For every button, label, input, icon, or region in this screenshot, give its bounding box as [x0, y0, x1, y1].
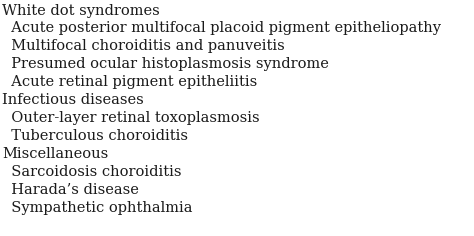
- Text: Sarcoidosis choroiditis: Sarcoidosis choroiditis: [2, 165, 182, 179]
- Text: Outer-layer retinal toxoplasmosis: Outer-layer retinal toxoplasmosis: [2, 111, 260, 125]
- Text: White dot syndromes: White dot syndromes: [2, 4, 160, 17]
- Text: Harada’s disease: Harada’s disease: [2, 183, 139, 197]
- Text: Miscellaneous: Miscellaneous: [2, 147, 109, 161]
- Text: Multifocal choroiditis and panuveitis: Multifocal choroiditis and panuveitis: [2, 39, 285, 53]
- Text: Presumed ocular histoplasmosis syndrome: Presumed ocular histoplasmosis syndrome: [2, 57, 329, 71]
- Text: Sympathetic ophthalmia: Sympathetic ophthalmia: [2, 201, 193, 215]
- Text: Tuberculous choroiditis: Tuberculous choroiditis: [2, 129, 188, 143]
- Text: Infectious diseases: Infectious diseases: [2, 93, 144, 107]
- Text: Acute posterior multifocal placoid pigment epitheliopathy: Acute posterior multifocal placoid pigme…: [2, 21, 441, 35]
- Text: Acute retinal pigment epitheliitis: Acute retinal pigment epitheliitis: [2, 75, 258, 89]
